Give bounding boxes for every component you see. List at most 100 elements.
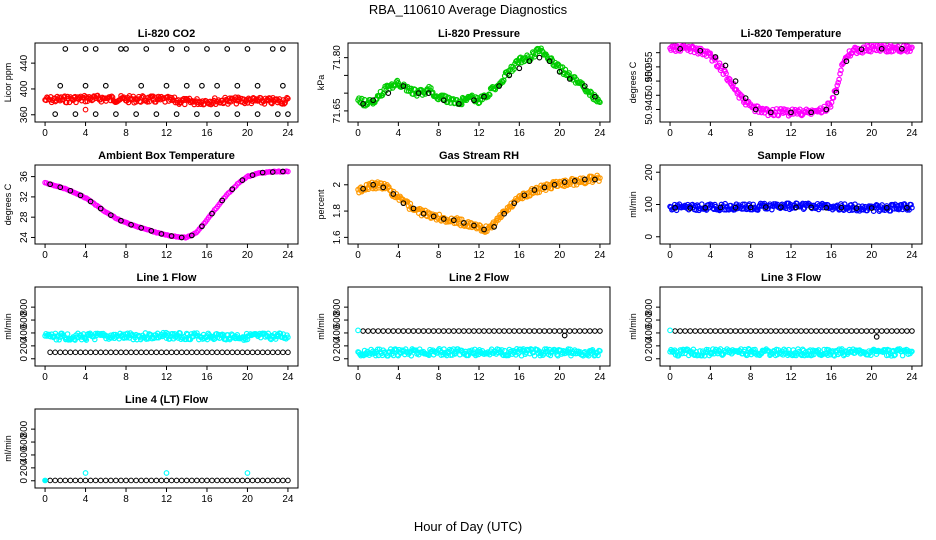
y-tick-label: 400	[644, 324, 655, 341]
data-point	[477, 96, 484, 103]
x-tick-label: 0	[355, 128, 361, 139]
data-point	[873, 333, 880, 340]
panel-pressure: Li-820 Pressure 0 4 8 12 16 20 24 71.65 71.80 kPa	[316, 28, 611, 139]
panel-title: Li-820 Pressure	[438, 28, 520, 40]
data-point	[375, 328, 382, 334]
data-point	[722, 62, 729, 69]
data-point	[682, 328, 688, 334]
data-point	[501, 328, 507, 334]
data-point	[808, 204, 815, 211]
data-point	[744, 352, 751, 358]
series-spikes	[82, 335, 251, 343]
y-tick-label: 71.80	[332, 45, 343, 70]
data-point	[123, 477, 129, 484]
data-point	[77, 349, 84, 356]
y-axis-label: degrees C	[628, 61, 638, 103]
data-point	[194, 477, 200, 484]
data-point	[61, 93, 68, 99]
data-point	[476, 99, 483, 106]
data-point	[219, 477, 225, 484]
data-point	[752, 106, 759, 113]
data-point	[461, 220, 467, 226]
data-point	[562, 66, 569, 73]
data-point	[184, 331, 191, 338]
data-point	[138, 477, 145, 484]
panel-title: Sample Flow	[757, 150, 825, 162]
data-point	[841, 201, 848, 207]
data-point	[52, 111, 59, 117]
y-tick-label: 400	[19, 324, 30, 341]
data-point	[773, 328, 779, 334]
data-point	[566, 328, 573, 334]
data-point	[515, 60, 522, 66]
x-tick-label: 20	[242, 250, 254, 261]
data-point	[67, 349, 74, 356]
data-point	[264, 349, 271, 356]
data-point	[62, 46, 69, 52]
data-point	[108, 349, 114, 356]
x-tick-label: 0	[667, 250, 673, 261]
data-point	[400, 83, 407, 89]
y-tick-label: 400	[19, 80, 30, 97]
data-point	[264, 477, 271, 484]
data-point	[461, 328, 467, 334]
data-point	[909, 44, 915, 51]
x-tick-label: 20	[554, 128, 566, 139]
data-point	[672, 204, 678, 211]
data-point	[526, 58, 533, 65]
data-point	[272, 336, 279, 342]
data-point	[62, 477, 69, 484]
series-upper	[672, 328, 915, 334]
data-point	[582, 328, 588, 334]
data-point	[813, 328, 819, 334]
x-tick-label: 4	[83, 128, 89, 139]
data-point	[496, 214, 502, 221]
data-point	[727, 328, 734, 334]
x-tick-label: 16	[201, 250, 213, 261]
data-point	[280, 46, 286, 52]
data-point	[113, 111, 119, 117]
y-axis-label: percent	[316, 189, 326, 220]
data-point	[722, 328, 729, 334]
data-point	[752, 346, 758, 353]
data-point	[178, 477, 185, 484]
data-point	[566, 76, 573, 82]
x-tick-label: 24	[594, 250, 606, 261]
y-axis-label: ml/min	[628, 191, 638, 218]
data-point	[158, 477, 165, 484]
data-point	[358, 95, 365, 102]
y-tick-label: 0	[19, 356, 30, 362]
data-point	[702, 204, 709, 211]
data-point	[259, 349, 266, 356]
data-point	[451, 328, 457, 334]
data-point	[183, 82, 190, 89]
y-tick-label: 100	[644, 196, 655, 213]
data-point	[285, 349, 291, 356]
figure-xlabel: Hour of Day (UTC)	[414, 519, 522, 534]
data-point	[118, 477, 124, 484]
x-tick-label: 16	[826, 372, 838, 383]
y-tick-label: 600	[19, 433, 30, 450]
data-point	[82, 477, 89, 484]
data-point	[67, 187, 74, 194]
x-tick-label: 20	[554, 372, 566, 383]
data-point	[496, 328, 502, 334]
panel-title: Li-820 CO2	[138, 28, 195, 40]
panel-title: Line 3 Flow	[761, 272, 821, 284]
data-point	[239, 177, 246, 184]
data-point	[57, 82, 64, 89]
data-point	[133, 111, 139, 117]
x-tick-label: 16	[201, 494, 213, 505]
data-point	[435, 328, 442, 334]
data-point	[531, 187, 538, 193]
x-tick-label: 20	[866, 128, 878, 139]
panel-co2: Li-820 CO2 0 4 8 12 16 20 24 360 400 440 Licor ppm	[3, 28, 299, 139]
data-point	[97, 349, 104, 356]
data-point	[853, 328, 860, 334]
data-point	[476, 328, 482, 334]
data-point	[516, 65, 523, 72]
data-point	[838, 67, 844, 74]
data-point	[285, 95, 291, 102]
